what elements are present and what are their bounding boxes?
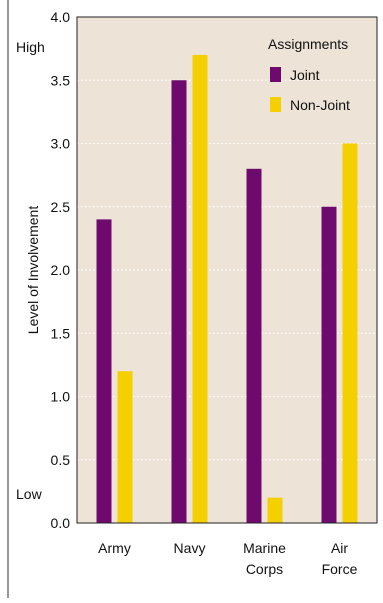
y-tick-label: 0.0 [51,515,71,531]
x-tick-label: Marine [243,540,286,556]
bar-joint-marine-corps [246,168,262,524]
bar-joint-navy [171,80,187,523]
y-tick-label: 2.5 [51,199,71,215]
y-tick-label: 1.0 [51,389,71,405]
y-axis-label: Level of Involvement [25,206,41,335]
y-tick-label: 3.0 [51,136,71,152]
y-tick-label: 3.5 [51,72,71,88]
x-tick-label: Air [331,540,348,556]
bar-joint-air-force [321,206,337,523]
x-tick-label: Navy [174,540,206,556]
bar-non-joint-marine-corps [267,497,283,523]
legend-label-joint: Joint [290,67,320,83]
bar-non-joint-air-force [342,143,358,523]
legend-swatch-non-joint [270,97,281,112]
legend-title: Assignments [268,36,348,52]
legend-label-non-joint: Non-Joint [290,97,350,113]
y-tick-label: 0.5 [51,452,71,468]
y-tick-label: 1.5 [51,325,71,341]
y-tick-label: 4.0 [51,9,71,25]
bar-joint-army [96,219,112,523]
x-tick-label: Army [98,540,131,556]
x-tick-label: Force [322,561,358,577]
bar-non-joint-navy [192,54,208,523]
x-tick-label: Corps [246,561,283,577]
bar-non-joint-army [117,371,133,523]
scale-label-high: High [16,39,45,55]
plot-frame [76,16,378,524]
legend-swatch-joint [270,67,281,82]
y-tick-label: 2.0 [51,262,71,278]
scale-label-low: Low [16,486,43,502]
